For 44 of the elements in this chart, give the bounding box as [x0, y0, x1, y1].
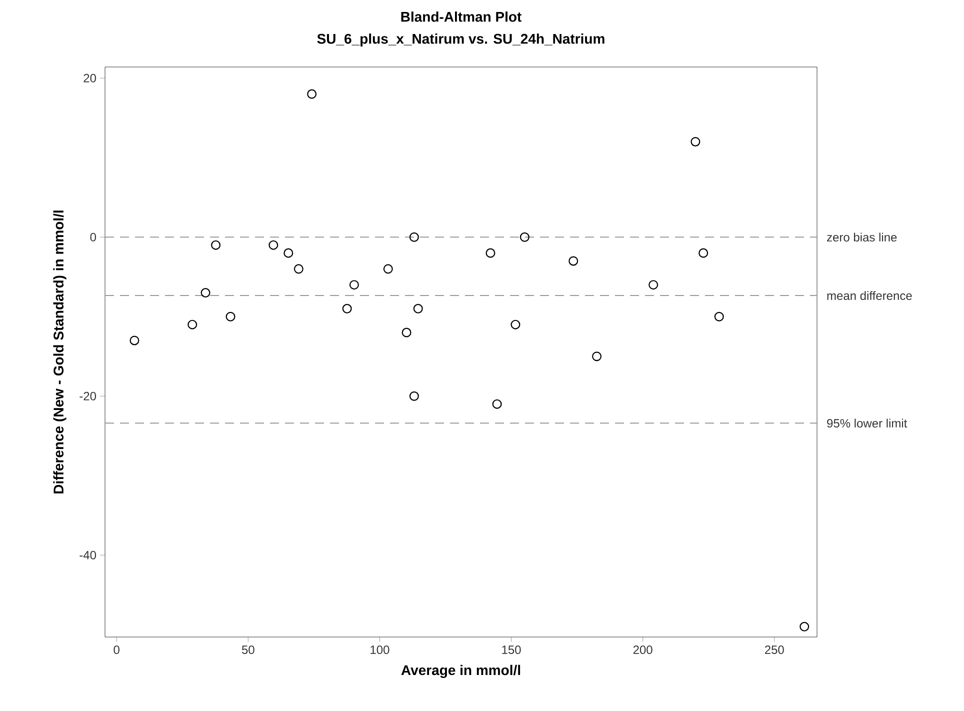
point [568, 256, 578, 266]
point [409, 391, 419, 401]
x-tick-label: 150 [502, 646, 521, 654]
chart-subtitle: SU_6_plus_x_Natirum vs. SU_24h_Natrium [317, 34, 604, 47]
ref-line-label: 95% lower limit [827, 418, 908, 428]
point [413, 304, 423, 314]
y-tick-label: 0 [90, 232, 96, 242]
point [383, 264, 393, 274]
point [800, 622, 810, 632]
point [698, 248, 708, 258]
x-tick-label: 0 [114, 646, 120, 654]
point [409, 232, 419, 242]
point [200, 288, 210, 298]
point [342, 304, 352, 314]
ref-line-label: zero bias line [827, 232, 897, 242]
point [492, 399, 502, 409]
point [714, 312, 724, 322]
x-tick-label: 100 [370, 646, 390, 654]
chart-title: Bland-Altman Plot [401, 12, 522, 22]
y-tick-label: 20 [84, 74, 96, 82]
point [226, 312, 236, 322]
point [284, 248, 294, 258]
point [690, 136, 700, 146]
point [592, 352, 602, 362]
y-tick-label: -40 [80, 550, 96, 560]
point [520, 232, 530, 242]
point [402, 328, 412, 338]
y-tick-label: -20 [80, 392, 96, 400]
point [268, 240, 278, 250]
x-tick-label: 50 [242, 646, 254, 654]
point [188, 320, 198, 330]
point [307, 89, 317, 99]
point [510, 320, 520, 330]
point [349, 280, 359, 290]
point [486, 248, 496, 258]
ref-line-label: mean difference [827, 291, 912, 300]
x-tick-label: 200 [633, 646, 652, 654]
point [294, 264, 304, 274]
x-tick-label: 250 [764, 646, 784, 654]
point [130, 336, 140, 346]
point [648, 280, 658, 290]
x-axis-title: Average in mmol/l [401, 664, 520, 678]
y-axis-title: Difference (New - Gold Standard) in mmol/l [53, 210, 66, 494]
point [211, 240, 221, 250]
